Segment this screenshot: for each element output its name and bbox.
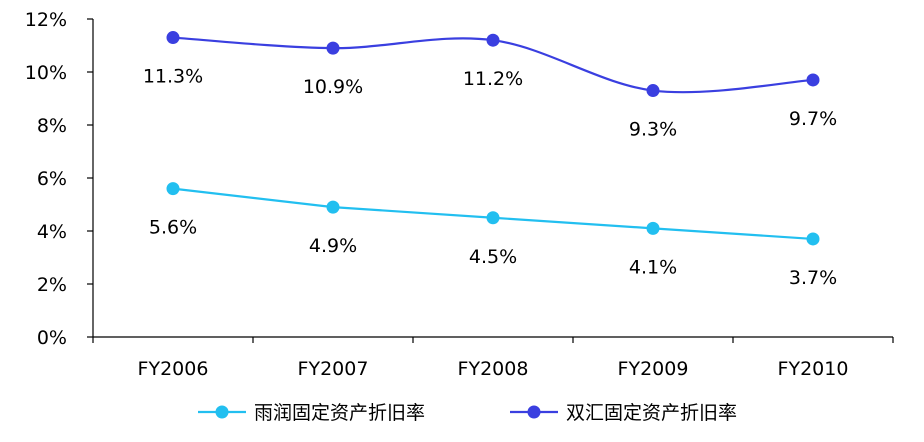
data-label: 9.7% (789, 108, 837, 130)
y-tick-label: 10% (25, 62, 67, 84)
series-point-0 (326, 200, 340, 214)
series-point-1 (166, 31, 180, 45)
series-point-0 (486, 211, 500, 225)
data-label: 4.9% (309, 235, 357, 257)
y-tick-label: 8% (37, 115, 67, 137)
y-tick-label: 0% (37, 327, 67, 349)
x-tick-label: FY2009 (618, 358, 689, 380)
series-point-0 (166, 182, 180, 196)
x-tick-label: FY2006 (138, 358, 209, 380)
data-label: 4.1% (629, 256, 677, 278)
legend-label: 雨润固定资产折旧率 (254, 402, 425, 424)
series-layer (166, 31, 820, 246)
y-tick-label: 4% (37, 221, 67, 243)
series-point-1 (486, 33, 500, 47)
series-point-0 (806, 232, 820, 246)
series-point-1 (806, 73, 820, 87)
data-label: 11.2% (463, 68, 523, 90)
data-labels: 5.6% 4.9% 4.5% 4.1% 3.7% 11.3% 10.9% 11.2% 9.3% 9… (143, 66, 837, 289)
series-point-1 (646, 84, 660, 98)
data-label: 11.3% (143, 66, 203, 88)
legend-swatch-marker (527, 405, 541, 419)
y-tick-label: 12% (25, 9, 67, 31)
y-tick-label: 2% (37, 274, 67, 296)
x-tick-label: FY2010 (778, 358, 849, 380)
data-label: 9.3% (629, 119, 677, 141)
legend-swatch-marker (215, 405, 229, 419)
x-tick-label: FY2008 (458, 358, 529, 380)
data-label: 4.5% (469, 246, 517, 268)
series-point-0 (646, 221, 660, 235)
data-label: 5.6% (149, 217, 197, 239)
legend-label: 双汇固定资产折旧率 (566, 402, 737, 424)
series-point-1 (326, 41, 340, 55)
axes: 0% 2% 4% 6% 8% 10% 12% FY2006 FY2007 FY2008 FY2009… (25, 9, 894, 380)
x-tick-label: FY2007 (298, 358, 369, 380)
y-tick-label: 6% (37, 168, 67, 190)
legend: 雨润固定资产折旧率 双汇固定资产折旧率 (198, 402, 737, 424)
data-label: 10.9% (303, 76, 363, 98)
data-label: 3.7% (789, 267, 837, 289)
